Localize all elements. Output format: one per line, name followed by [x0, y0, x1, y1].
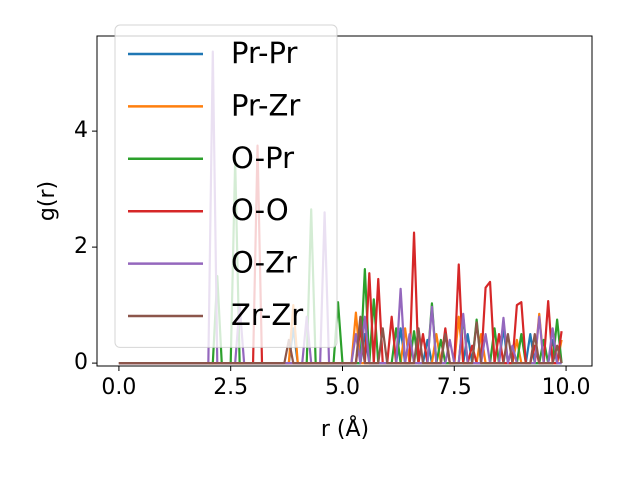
axes-frame: [96, 35, 593, 367]
y-tick-label: 0: [74, 350, 88, 375]
legend-label: O-O: [231, 193, 289, 227]
legend-label: Zr-Zr: [231, 298, 303, 332]
y-tick-label: 2: [74, 234, 88, 259]
legend-box: [114, 24, 338, 348]
legend-label: O-Zr: [231, 246, 297, 280]
legend-label: O-Pr: [231, 141, 294, 175]
x-tick-label: 0.0: [101, 375, 136, 400]
x-tick-label: 7.5: [437, 375, 472, 400]
legend-label: Pr-Zr: [231, 88, 300, 122]
x-tick-label: 5.0: [325, 375, 360, 400]
x-axis-label: r (Å): [321, 415, 369, 442]
series-line: [118, 315, 563, 365]
legend-label: Pr-Pr: [231, 36, 297, 70]
y-axis-label: g(r): [35, 181, 60, 221]
y-tick-label: 4: [74, 118, 88, 143]
x-tick-label: 10.0: [542, 375, 591, 400]
x-tick-label: 2.5: [213, 375, 248, 400]
plot-area: [118, 50, 563, 365]
legend: Pr-Pr Pr-Zr O-Pr O-O O-Zr Zr-Zr: [114, 24, 338, 348]
